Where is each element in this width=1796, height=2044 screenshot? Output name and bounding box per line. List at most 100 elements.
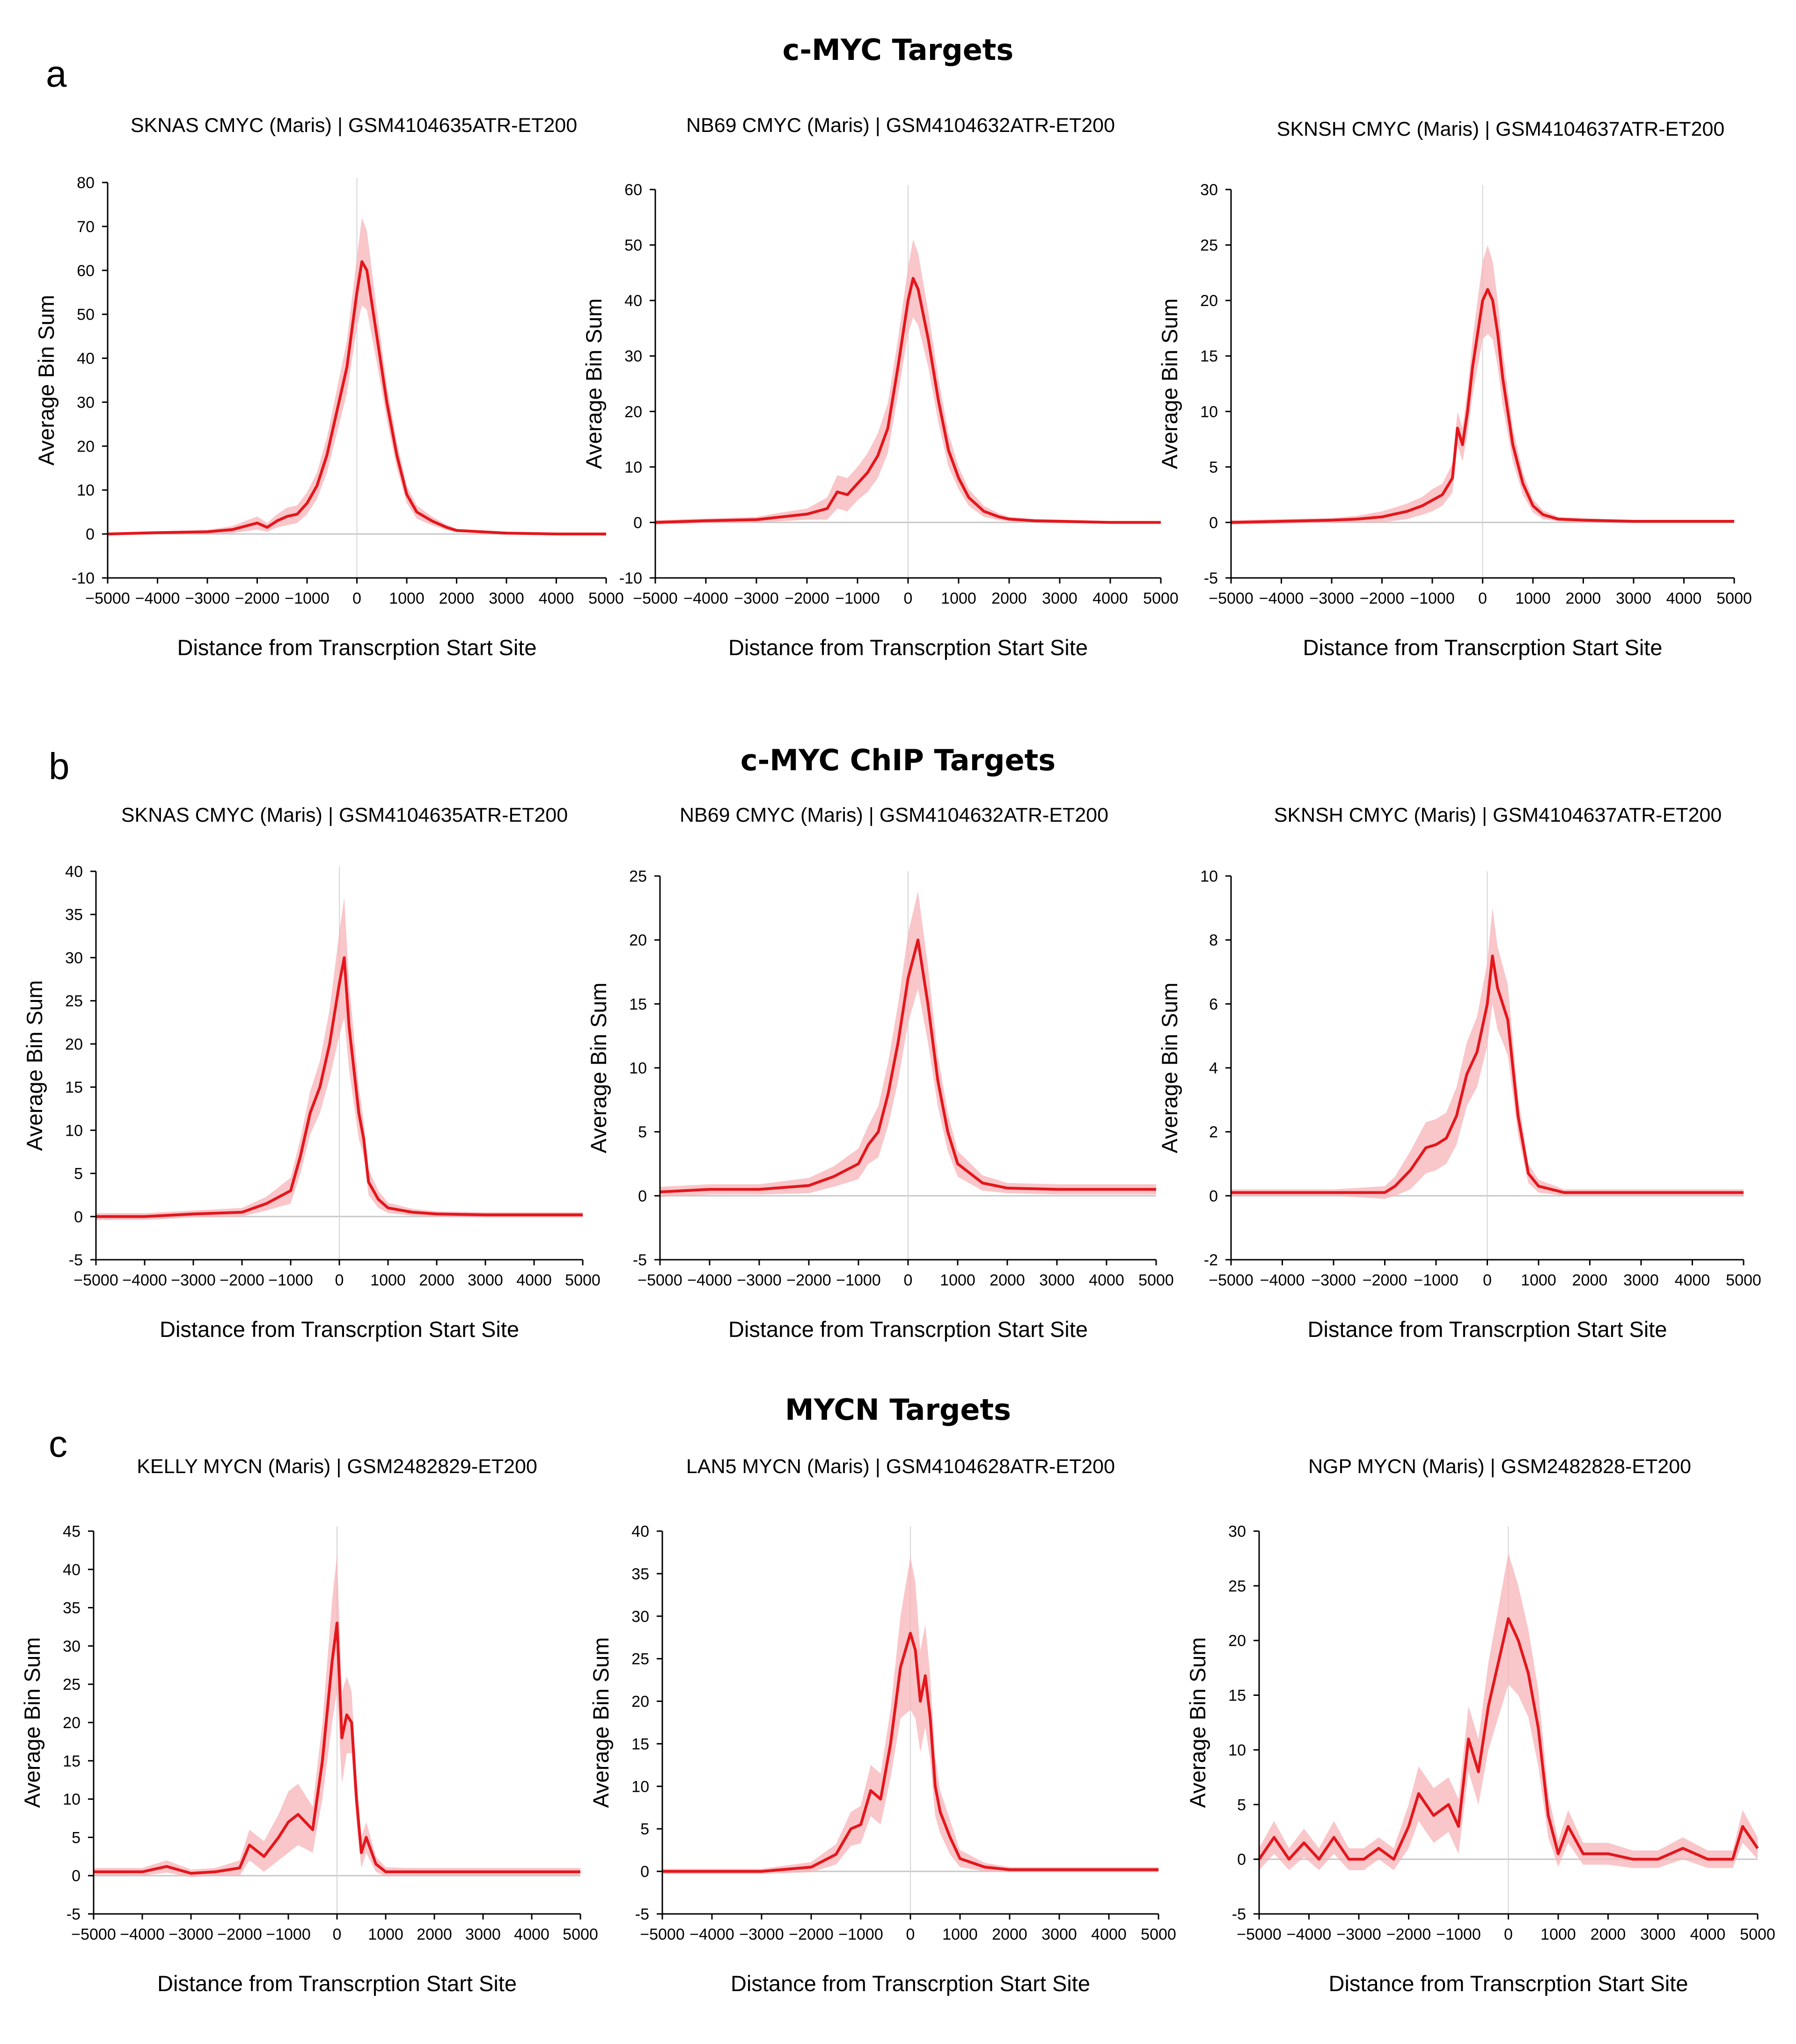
- x-tick-label: −5000: [1237, 1926, 1282, 1943]
- x-tick-label: 4000: [539, 590, 574, 607]
- x-tick-label: 5000: [1716, 590, 1752, 607]
- y-tick-label: 10: [63, 1791, 81, 1809]
- y-tick-label: 10: [65, 1122, 83, 1139]
- x-tick-label: −5000: [638, 1271, 682, 1289]
- series-line: [1258, 1617, 1759, 1861]
- y-tick-label: 30: [624, 348, 642, 365]
- y-tick-label: 35: [631, 1565, 649, 1583]
- x-tick-label: −3000: [734, 590, 779, 607]
- y-tick-label: 10: [1200, 868, 1218, 885]
- section-letter-a: a: [46, 53, 67, 95]
- y-tick-label: 60: [77, 262, 95, 280]
- y-tick-label: 5: [74, 1165, 83, 1183]
- x-tick-label: 0: [1483, 1271, 1492, 1289]
- x-tick-label: 0: [333, 1926, 342, 1943]
- y-tick-label: 40: [65, 863, 83, 881]
- y-tick-label: 25: [629, 868, 647, 885]
- series-line: [660, 938, 1156, 1194]
- x-tick-label: −3000: [739, 1926, 784, 1943]
- x-tick-label: 3000: [1623, 1271, 1659, 1289]
- x-tick-label: 2000: [417, 1926, 452, 1943]
- y-tick-label: 30: [1228, 1523, 1246, 1540]
- confidence-band: [1231, 908, 1744, 1199]
- x-tick-label: 3000: [1042, 590, 1078, 607]
- x-tick-label: 4000: [1666, 590, 1702, 607]
- x-tick-label: 0: [352, 590, 361, 607]
- y-tick-label: 5: [72, 1829, 81, 1847]
- x-tick-label: 2000: [419, 1271, 454, 1289]
- x-tick-label: −2000: [786, 1271, 831, 1289]
- y-tick-label: 25: [65, 993, 83, 1010]
- series-line: [107, 260, 606, 536]
- confidence-band: [108, 218, 606, 535]
- chart-panel-b3: -2 0 2 4 6 8 10 −5000 −4000 −3000 −2000 −1000 0 1000 2…: [1157, 868, 1761, 1342]
- y-tick-label: -5: [1232, 1905, 1246, 1923]
- y-tick-label: 0: [1237, 1851, 1246, 1869]
- x-tick-label: 0: [906, 1926, 915, 1943]
- series-line: [96, 956, 583, 1218]
- x-tick-label: 4000: [514, 1926, 550, 1943]
- chart-panel-b2: -5 0 5 10 15 20 25 −5000 −4000 −3000 −2000 −1000 0 10…: [586, 868, 1174, 1342]
- x-tick-label: 2000: [1572, 1271, 1608, 1289]
- x-tick-label: 5000: [1141, 1926, 1176, 1943]
- x-tick-label: 4000: [1690, 1926, 1726, 1943]
- y-tick-label: 30: [1200, 181, 1218, 199]
- x-tick-label: 2000: [1566, 590, 1601, 607]
- y-tick-label: 25: [63, 1676, 81, 1694]
- chart-panel-a2: -10 0 10 20 30 40 50 60 −5000 −4000 −3000 −2000 −100…: [581, 181, 1179, 660]
- x-tick-label: −2000: [789, 1926, 834, 1943]
- y-tick-label: 0: [74, 1208, 83, 1226]
- x-tick-label: 4000: [1092, 590, 1128, 607]
- y-tick-label: 5: [1209, 459, 1218, 476]
- x-tick-label: 1000: [1515, 590, 1551, 607]
- chart-panel-c1: -5 0 5 10 15 20 25 30 35 40 45 −5000 −4000 −3000 −2000…: [20, 1523, 598, 1996]
- y-tick-label: 50: [77, 306, 95, 324]
- x-tick-label: −5000: [71, 1926, 116, 1943]
- y-tick-label: 0: [638, 1187, 647, 1205]
- x-tick-label: −4000: [1260, 1271, 1305, 1289]
- y-tick-label: 5: [638, 1124, 647, 1141]
- x-tick-label: −5000: [1209, 1271, 1254, 1289]
- x-tick-label: 1000: [940, 1271, 975, 1289]
- confidence-band: [660, 891, 1156, 1197]
- x-tick-label: 0: [1504, 1926, 1513, 1943]
- y-axis-label: Average Bin Sum: [1157, 983, 1182, 1153]
- y-axis-label: Average Bin Sum: [22, 980, 47, 1151]
- x-tick-label: 0: [904, 1271, 913, 1289]
- confidence-band: [1259, 1553, 1758, 1870]
- y-axis-label: Average Bin Sum: [1157, 299, 1182, 469]
- section-title-c: MYCN Targets: [784, 1393, 1012, 1427]
- y-tick-label: 35: [65, 906, 83, 924]
- y-axis-label: Average Bin Sum: [581, 299, 606, 469]
- x-tick-label: −2000: [1386, 1926, 1431, 1943]
- y-axis-label: Average Bin Sum: [1185, 1637, 1210, 1808]
- x-axis-label: Distance from Transcrption Start Site: [1308, 1317, 1667, 1342]
- x-tick-label: 2000: [990, 1271, 1025, 1289]
- y-tick-label: 40: [77, 350, 95, 368]
- y-tick-label: -5: [635, 1905, 649, 1923]
- y-tick-label: 15: [65, 1079, 83, 1096]
- x-tick-label: −4000: [120, 1926, 165, 1943]
- x-tick-label: 3000: [465, 1926, 501, 1943]
- y-tick-label: 4: [1209, 1059, 1218, 1077]
- x-tick-label: −3000: [1336, 1926, 1381, 1943]
- chart-title-a2: NB69 CMYC (Maris) | GSM4104632ATR-ET200: [686, 114, 1115, 137]
- x-tick-label: 3000: [1640, 1926, 1676, 1943]
- y-tick-label: 40: [624, 292, 642, 310]
- x-tick-label: −4000: [1287, 1926, 1332, 1943]
- y-tick-label: 20: [1200, 292, 1218, 310]
- x-tick-label: −5000: [633, 590, 678, 607]
- x-tick-label: 5000: [563, 1926, 598, 1943]
- y-tick-label: 45: [63, 1523, 81, 1540]
- y-tick-label: 6: [1209, 995, 1218, 1013]
- chart-title-c2: LAN5 MYCN (Maris) | GSM4104628ATR-ET200: [686, 1455, 1115, 1478]
- x-tick-label: 3000: [468, 1271, 503, 1289]
- chart-title-c3: NGP MYCN (Maris) | GSM2482828-ET200: [1308, 1455, 1692, 1478]
- y-tick-label: 40: [631, 1523, 649, 1540]
- y-tick-label: 25: [1200, 237, 1218, 255]
- x-tick-label: −4000: [683, 590, 728, 607]
- x-tick-label: 4000: [1091, 1926, 1127, 1943]
- x-tick-label: 2000: [992, 1926, 1027, 1943]
- confidence-band: [662, 1556, 1158, 1874]
- y-tick-label: -10: [72, 569, 95, 587]
